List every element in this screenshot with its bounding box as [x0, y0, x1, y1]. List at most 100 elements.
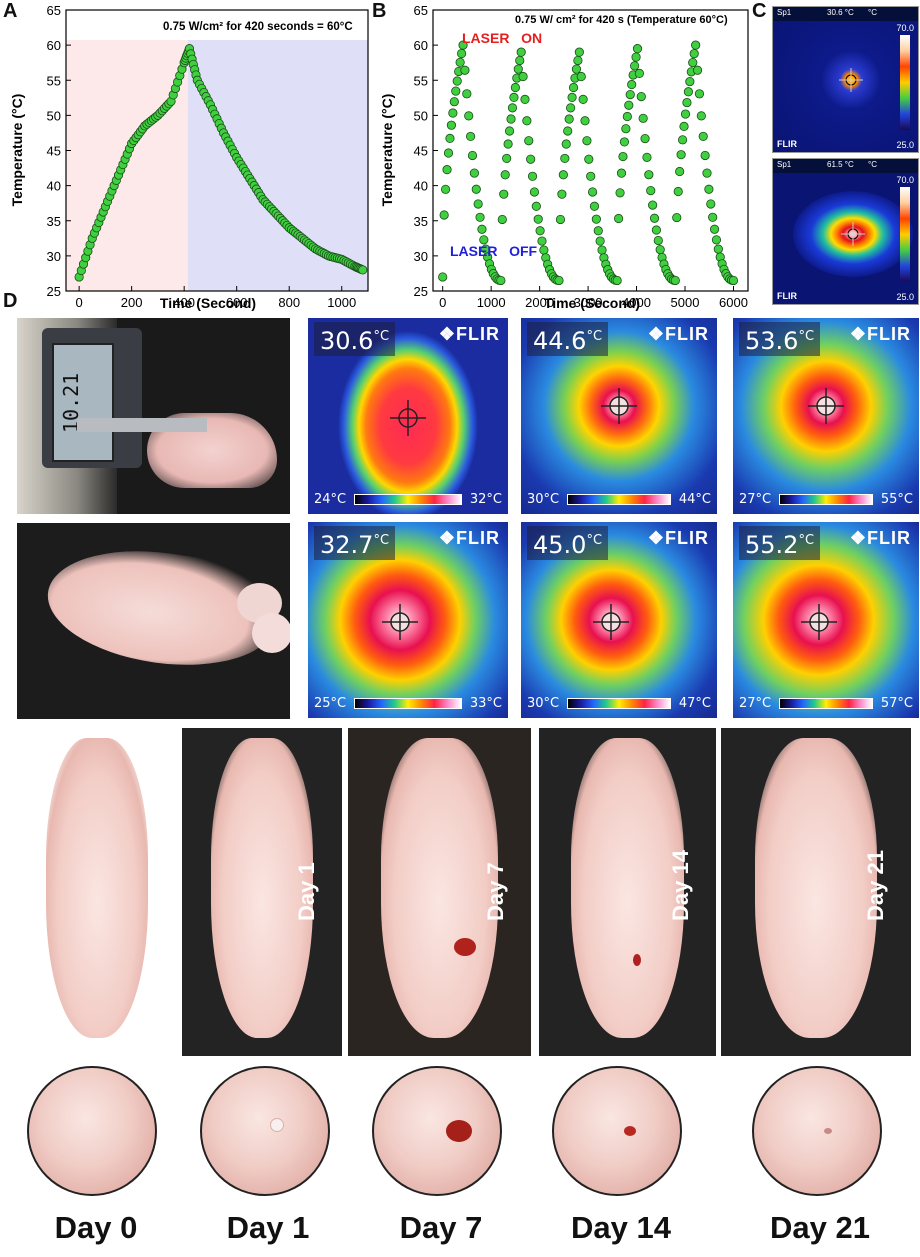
- panel-c-thermal-top: Sp1 30.6 °C °C 70.0 25.0 FLIR: [772, 6, 919, 153]
- chart-b-xlabel: Time (Second): [544, 295, 640, 311]
- y-tick-label: 65: [414, 5, 428, 18]
- y-tick-label: 30: [47, 249, 61, 264]
- thermal-image-4: 32.7°C ❖FLIR 25°C 33°C: [308, 522, 508, 718]
- data-point: [675, 166, 685, 177]
- scale-min: 27°C: [739, 491, 772, 507]
- data-point: [655, 244, 665, 255]
- data-point: [460, 65, 470, 75]
- temperature-scale: 27°C 55°C: [739, 488, 913, 510]
- bottom-day-label: Day 21: [770, 1210, 870, 1245]
- y-tick-label: 45: [414, 144, 428, 159]
- chart-b: 25 30 35 40 45 50 55 60 65 0 1000 2000 3000 4000 5000…: [380, 5, 749, 311]
- temperature-scale: 30°C 47°C: [527, 692, 711, 714]
- y-tick-label: 60: [414, 38, 428, 53]
- crosshair-icon: [808, 388, 844, 424]
- scale-min: 30°C: [527, 491, 560, 507]
- data-point: [640, 133, 650, 144]
- data-point: [630, 61, 640, 71]
- scale-max: 47°C: [678, 695, 711, 711]
- data-point: [648, 200, 658, 210]
- data-point: [475, 212, 485, 222]
- data-point: [616, 168, 627, 178]
- crosshair-icon: [593, 604, 630, 640]
- data-point: [467, 150, 478, 161]
- data-point: [631, 52, 641, 62]
- crosshair-icon: [800, 604, 837, 640]
- temperature-scale: 24°C 32°C: [314, 488, 502, 510]
- scale-max: 70.0: [896, 23, 914, 33]
- data-point: [451, 86, 461, 96]
- closeup-circle-1: [200, 1066, 330, 1196]
- chart-a: 25 30 35 40 45 50 55 60 65 0 200 400 600 800 1000 0.7…: [9, 5, 369, 311]
- panel-letter-a: A: [3, 0, 18, 22]
- color-scale-bar: [567, 697, 671, 709]
- panel-letter-d: D: [3, 290, 18, 312]
- data-point: [593, 226, 603, 236]
- data-point: [442, 165, 452, 175]
- data-point: [711, 235, 722, 245]
- day-label: Day 14: [668, 850, 693, 921]
- spot-reading: 30.6 °C: [827, 8, 854, 17]
- data-point: [499, 189, 509, 199]
- data-point: [625, 89, 635, 100]
- data-point: [479, 235, 489, 245]
- data-point: [471, 184, 481, 194]
- spot-reading: 61.5 °C: [827, 160, 854, 169]
- data-point: [449, 97, 459, 107]
- data-point: [627, 79, 637, 90]
- data-point: [649, 213, 660, 223]
- day-photo-2: Day 7: [348, 728, 531, 1056]
- data-point: [539, 245, 549, 255]
- data-point: [561, 139, 571, 149]
- color-scale-bar: [354, 697, 462, 709]
- day-photo-4: Day 21: [721, 728, 911, 1056]
- flir-logo: ❖FLIR: [849, 324, 911, 344]
- closeup-circle-3: [552, 1066, 682, 1196]
- data-point: [614, 213, 624, 224]
- bottom-day-label: Day 1: [226, 1210, 310, 1245]
- data-point: [619, 137, 630, 147]
- data-point: [566, 103, 576, 113]
- data-point: [448, 108, 458, 118]
- data-point: [564, 114, 574, 124]
- panel-c-thermal-bottom: Sp1 61.5 °C °C 70.0 25.0 FLIR: [772, 158, 919, 305]
- data-point: [555, 214, 566, 225]
- data-point: [576, 71, 586, 82]
- scale-min: 30°C: [527, 695, 560, 711]
- data-point: [713, 244, 723, 254]
- scale-min: 25°C: [314, 695, 347, 711]
- temperature-readout: 32.7°C: [314, 526, 396, 560]
- data-point: [702, 168, 712, 178]
- data-point: [526, 154, 536, 164]
- day-photo-3: Day 14: [539, 728, 716, 1056]
- caliper-mouse-photo: 10.21: [17, 318, 290, 514]
- y-tick-label: 30: [414, 249, 428, 264]
- spot-label: Sp1: [777, 8, 792, 17]
- data-point: [708, 212, 718, 222]
- x-tick-label: 5000: [671, 295, 700, 310]
- y-tick-label: 45: [47, 144, 61, 159]
- data-point: [612, 275, 622, 286]
- data-point: [358, 265, 368, 275]
- thermal-image-6: 55.2°C ❖FLIR 27°C 57°C: [733, 522, 919, 718]
- data-point: [632, 44, 643, 54]
- data-point: [672, 212, 682, 223]
- data-point: [510, 82, 520, 93]
- data-point: [622, 111, 632, 122]
- data-point: [683, 87, 693, 97]
- data-point: [691, 40, 701, 50]
- data-point: [458, 40, 468, 50]
- flir-logo: ❖FLIR: [438, 324, 500, 344]
- scale-max: 32°C: [469, 491, 502, 507]
- data-point: [689, 49, 699, 59]
- data-point: [567, 92, 577, 103]
- bottom-day-label: Day 7: [399, 1210, 483, 1245]
- data-point: [500, 170, 510, 180]
- data-point: [704, 184, 714, 194]
- data-point: [573, 55, 583, 66]
- flir-logo: ❖FLIR: [438, 528, 500, 548]
- y-tick-label: 55: [47, 73, 61, 88]
- y-tick-label: 40: [47, 179, 61, 194]
- data-point: [624, 100, 634, 110]
- data-point: [452, 76, 462, 86]
